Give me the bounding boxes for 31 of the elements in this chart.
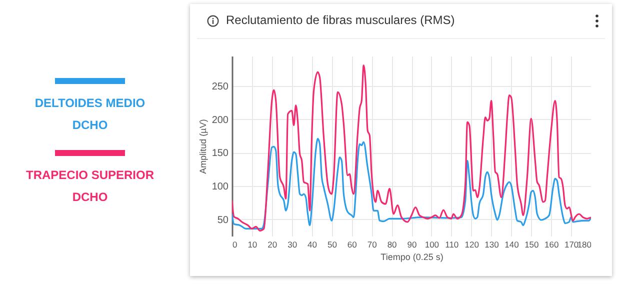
x-tick-label: 80 bbox=[387, 240, 398, 250]
line-series bbox=[232, 138, 591, 230]
x-tick-label: 170 bbox=[564, 240, 579, 250]
x-tick-label: 120 bbox=[464, 240, 480, 250]
x-tick-label: 30 bbox=[288, 240, 298, 250]
x-tick-label: 90 bbox=[407, 240, 417, 250]
chart-title: Reclutamiento de fibras musculares (RMS) bbox=[226, 13, 455, 27]
x-tick-label: 100 bbox=[424, 240, 440, 250]
y-axis-title: Amplitud (µV) bbox=[198, 119, 208, 174]
y-tick-label: 250 bbox=[212, 82, 229, 92]
x-tick-label: 50 bbox=[327, 240, 338, 250]
x-tick-label: 0 bbox=[232, 240, 238, 250]
x-tick-label: 70 bbox=[367, 240, 378, 250]
x-tick-label: 10 bbox=[248, 240, 258, 250]
x-tick-label: 160 bbox=[544, 240, 559, 250]
x-tick-label: 20 bbox=[268, 240, 278, 250]
line-series bbox=[232, 64, 591, 232]
x-axis-title: Tiempo (0.25 s) bbox=[380, 252, 444, 262]
x-tick-label: 180 bbox=[577, 240, 592, 250]
text: DELTOIDES MEDIO DCHO bbox=[34, 95, 146, 134]
y-tick-label: 200 bbox=[212, 114, 229, 126]
x-tick-label: 40 bbox=[308, 240, 318, 250]
y-tick-label: 150 bbox=[212, 148, 229, 160]
text: TRAPECIO SUPERIOR DCHO bbox=[24, 167, 155, 206]
x-tick-label: 130 bbox=[484, 240, 500, 250]
x-tick-label: 60 bbox=[347, 240, 358, 250]
y-tick-label: 50 bbox=[217, 214, 229, 226]
x-tick-label: 140 bbox=[504, 240, 520, 250]
y-tick-label: 100 bbox=[212, 182, 229, 192]
x-tick-label: 150 bbox=[524, 240, 540, 250]
x-tick-label: 110 bbox=[445, 240, 459, 250]
